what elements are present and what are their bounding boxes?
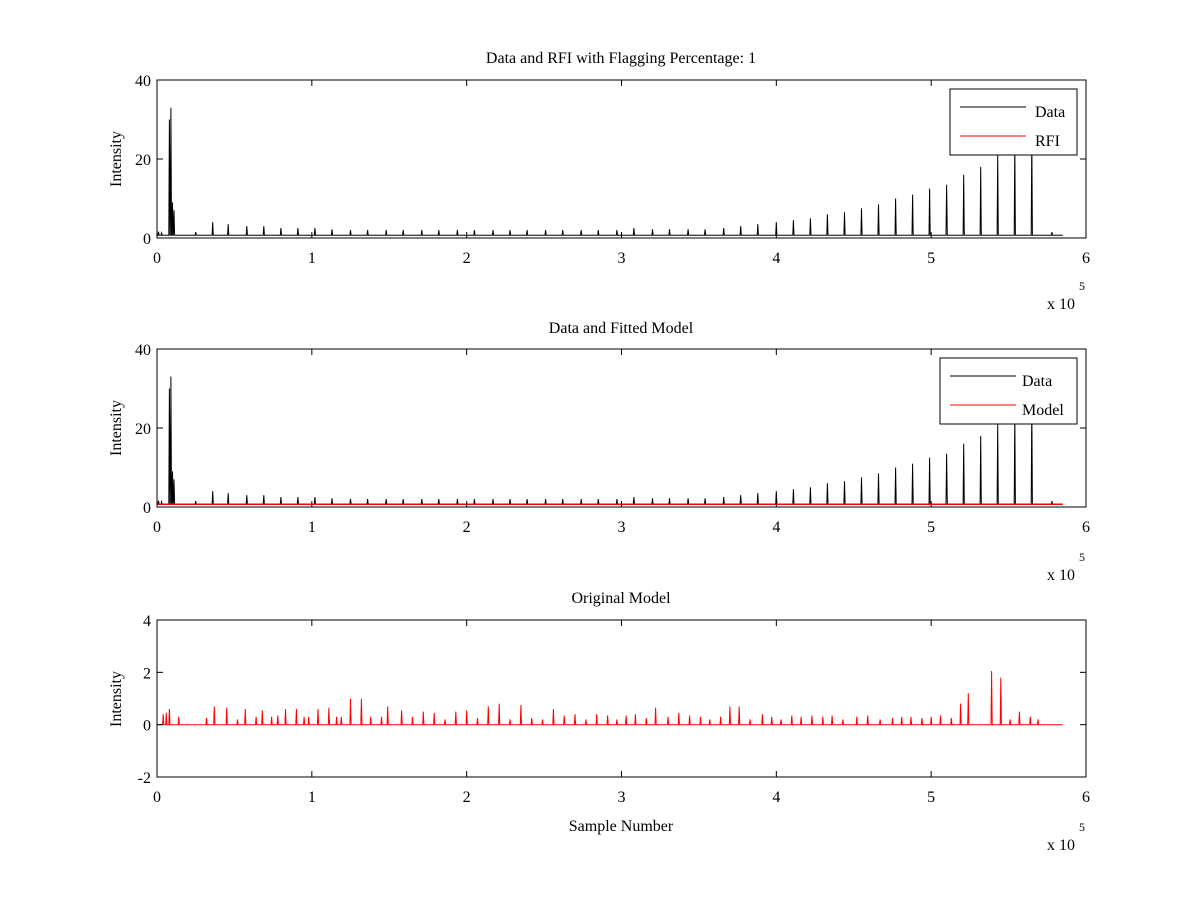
x-tick-label: 1 — [308, 789, 316, 806]
subplot-2-legend: Data Model — [939, 357, 1078, 425]
y-tick-label: 0 — [143, 500, 151, 517]
subplot-3-ylabel: Intensity — [108, 671, 125, 727]
y-tick-label: 0 — [143, 231, 151, 248]
subplot-1-x-multiplier-exponent: 5 — [1079, 279, 1085, 293]
x-tick-label: 2 — [463, 519, 471, 536]
subplot-2-x-multiplier: x 10 — [1047, 567, 1075, 584]
subplot-1-legend-data-label: Data — [1035, 104, 1065, 121]
subplot-1-axes-box — [156, 79, 1087, 239]
x-tick-label: 3 — [618, 250, 626, 267]
x-tick-label: 5 — [927, 789, 935, 806]
y-tick-label: 2 — [143, 665, 151, 682]
y-tick-label: 40 — [135, 342, 151, 359]
y-tick-label: 0 — [143, 718, 151, 735]
subplot-2: Data and Fitted Model 0 1 2 3 4 5 6 0 20 40 Inte… — [108, 320, 1090, 584]
subplot-1: Data and RFI with Flagging Percentage: 1… — [108, 50, 1090, 313]
subplot-2-axes-box — [156, 348, 1087, 508]
x-tick-label: 2 — [463, 250, 471, 267]
subplot-3-title: Original Model — [571, 590, 671, 607]
subplot-2-y-ticks: 0 20 40 — [135, 342, 1086, 517]
x-tick-label: 0 — [153, 250, 161, 267]
subplot-3-axes-box — [156, 619, 1087, 778]
x-tick-label: 4 — [772, 519, 780, 536]
x-tick-label: 3 — [618, 789, 626, 806]
series-line-model — [157, 670, 1063, 726]
subplot-2-x-multiplier-exponent: 5 — [1079, 550, 1085, 564]
x-tick-label: 4 — [772, 789, 780, 806]
subplot-1-legend-box — [949, 88, 1078, 156]
x-tick-label: 4 — [772, 250, 780, 267]
x-tick-label: 6 — [1082, 789, 1090, 806]
subplot-3-y-ticks: -2 0 2 4 — [138, 613, 1086, 787]
x-tick-label: 0 — [153, 789, 161, 806]
subplot-1-y-ticks: 0 20 40 — [135, 73, 1086, 248]
x-tick-label: 1 — [308, 250, 316, 267]
x-tick-label: 1 — [308, 519, 316, 536]
subplot-3-x-multiplier-exponent: 5 — [1079, 820, 1085, 834]
x-tick-label: 3 — [618, 519, 626, 536]
subplot-3-x-ticks: 0 1 2 3 4 5 6 — [153, 620, 1090, 806]
series-line-data — [157, 107, 1063, 236]
subplot-3-xlabel: Sample Number — [569, 818, 674, 835]
y-tick-label: 20 — [135, 152, 151, 169]
y-tick-label: 20 — [135, 421, 151, 438]
x-tick-label: 6 — [1082, 519, 1090, 536]
y-tick-label: 4 — [143, 613, 151, 630]
subplot-1-plot-area — [157, 107, 1063, 236]
subplot-2-legend-box — [939, 357, 1078, 425]
subplot-1-x-multiplier: x 10 — [1047, 296, 1075, 313]
subplot-1-legend-rfi-label: RFI — [1035, 133, 1060, 150]
x-tick-label: 0 — [153, 519, 161, 536]
subplot-2-x-ticks: 0 1 2 3 4 5 6 — [153, 349, 1090, 536]
x-tick-label: 5 — [927, 519, 935, 536]
y-tick-label: -2 — [138, 770, 151, 787]
x-tick-label: 5 — [927, 250, 935, 267]
subplot-2-legend-data-label: Data — [1022, 373, 1052, 390]
subplot-2-plot-area — [157, 376, 1063, 505]
subplot-2-legend-model-label: Model — [1022, 402, 1064, 419]
subplot-3-x-multiplier: x 10 — [1047, 837, 1075, 854]
subplot-1-ylabel: Intensity — [108, 131, 125, 187]
subplot-2-title: Data and Fitted Model — [549, 320, 694, 337]
subplot-1-legend: Data RFI — [949, 88, 1078, 156]
subplot-3-plot-area — [157, 670, 1063, 726]
subplot-1-title: Data and RFI with Flagging Percentage: 1 — [486, 50, 756, 67]
subplot-1-x-ticks: 0 1 2 3 4 5 6 — [153, 80, 1090, 267]
y-tick-label: 40 — [135, 73, 151, 90]
subplot-2-ylabel: Intensity — [108, 400, 125, 456]
x-tick-label: 6 — [1082, 250, 1090, 267]
x-tick-label: 2 — [463, 789, 471, 806]
